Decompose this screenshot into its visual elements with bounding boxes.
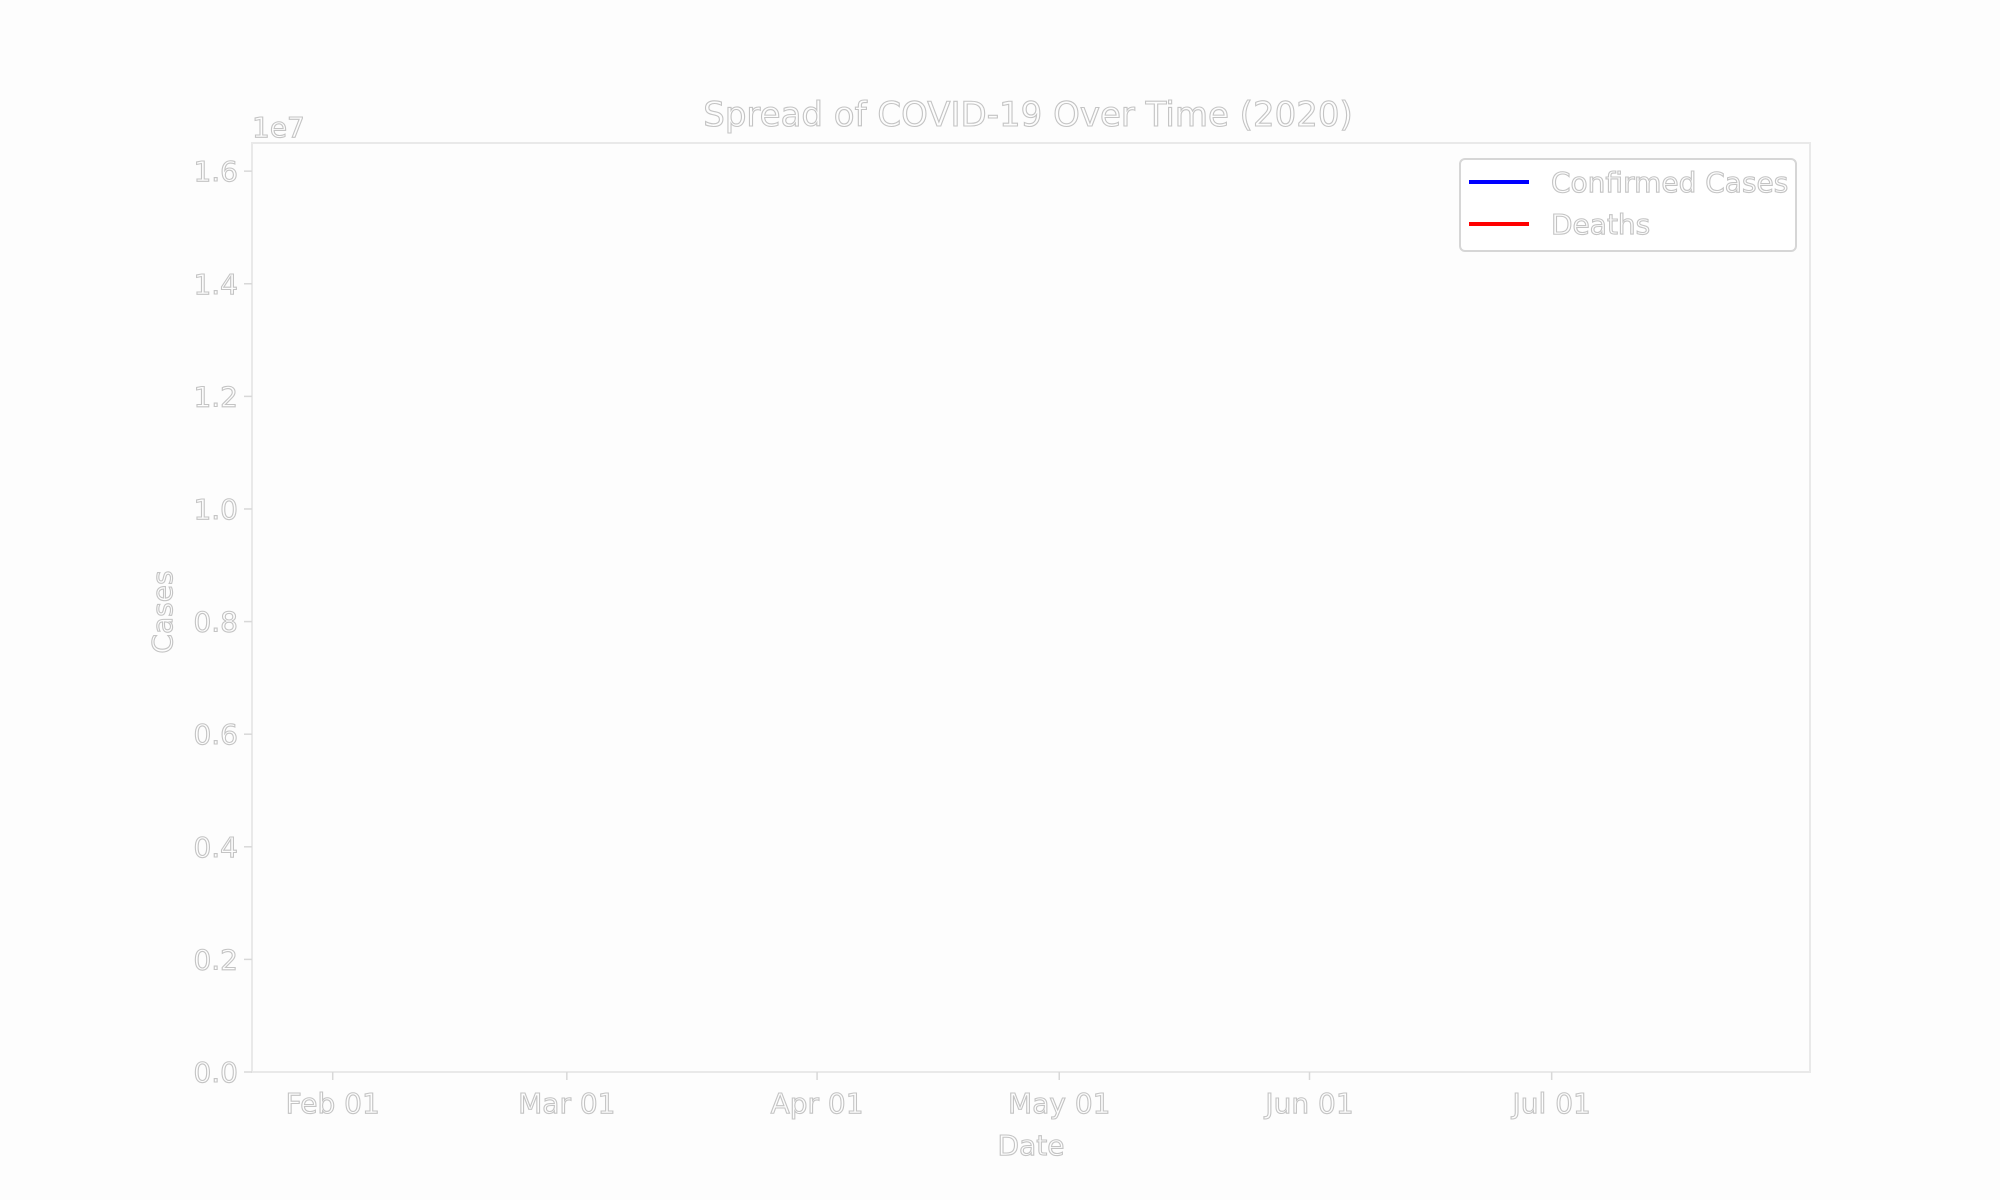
plot-area xyxy=(251,142,1811,1073)
x-tick-label: May 01 xyxy=(1008,1087,1110,1120)
y-axis-offset-label: 1e7 xyxy=(252,111,305,144)
x-tick-label: Apr 01 xyxy=(771,1087,864,1120)
legend: Confirmed Cases Deaths xyxy=(1459,158,1797,252)
x-tick-label: Jul 01 xyxy=(1511,1087,1591,1120)
x-tick-label: Jun 01 xyxy=(1263,1087,1353,1120)
y-tick-label: 0.8 xyxy=(193,606,238,639)
legend-box xyxy=(1459,158,1797,252)
y-tick-label: 1.2 xyxy=(193,380,238,413)
y-axis-label: Cases xyxy=(146,570,179,653)
chart-title: Spread of COVID-19 Over Time (2020) xyxy=(703,95,1353,135)
y-tick-label: 1.6 xyxy=(193,155,238,188)
legend-label: Deaths xyxy=(1551,208,1650,241)
y-tick-label: 0.6 xyxy=(193,718,238,751)
legend-label: Confirmed Cases xyxy=(1551,166,1788,199)
x-tick-label: Feb 01 xyxy=(286,1087,380,1120)
y-tick-label: 0.0 xyxy=(193,1056,238,1089)
y-tick-label: 0.2 xyxy=(193,943,238,976)
y-tick-label: 1.4 xyxy=(193,268,238,301)
x-tick-label: Mar 01 xyxy=(518,1087,615,1120)
y-tick-label: 1.0 xyxy=(193,493,238,526)
y-tick-label: 0.4 xyxy=(193,831,238,864)
y-axis: 0.0 0.2 0.4 0.6 0.8 1.0 1.2 1.4 1.6 xyxy=(193,155,252,1090)
x-axis-label: Date xyxy=(998,1129,1065,1162)
x-axis: Feb 01 Mar 01 Apr 01 May 01 Jun 01 Jul 01 xyxy=(285,1072,1591,1121)
